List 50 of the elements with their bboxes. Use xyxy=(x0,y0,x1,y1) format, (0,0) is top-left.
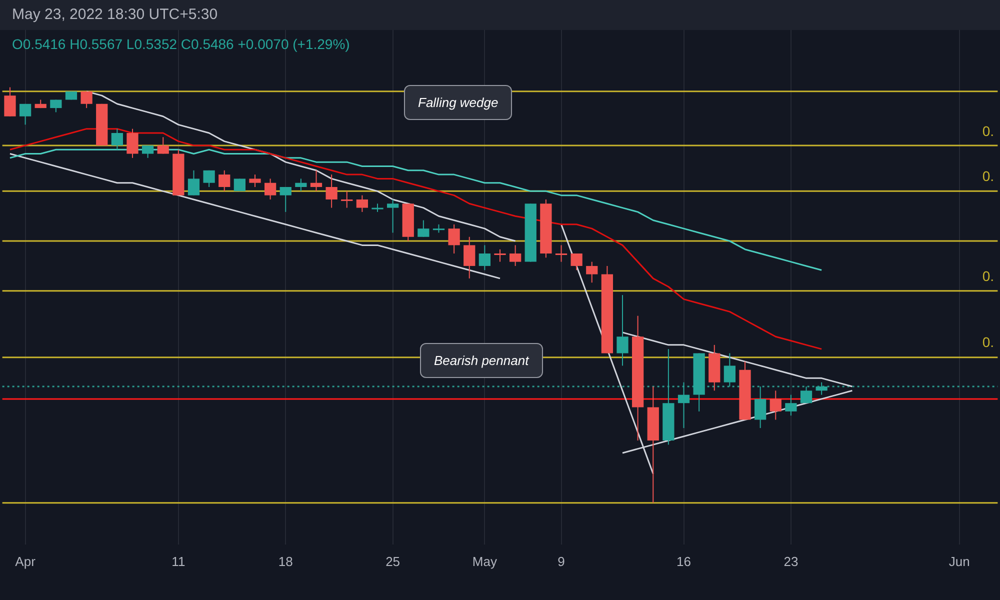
candlestick xyxy=(142,144,154,158)
x-tick-label: 11 xyxy=(172,554,186,569)
text: May 23, 2022 18:30 UTC+5:30 xyxy=(11,6,218,23)
candlestick xyxy=(616,294,628,366)
x-tick-label: May xyxy=(472,554,498,569)
candlestick xyxy=(464,236,476,279)
annotation: Falling wedge xyxy=(404,85,512,120)
candlestick xyxy=(249,174,261,188)
candlestick xyxy=(509,244,522,266)
candlestick xyxy=(234,178,246,192)
candlestick xyxy=(310,170,322,192)
candlestick xyxy=(356,194,368,212)
candlestick xyxy=(785,394,797,416)
candlestick xyxy=(126,128,138,158)
x-tick-label: 25 xyxy=(386,554,400,569)
annotation: 0. xyxy=(982,268,994,284)
candlestick xyxy=(19,103,32,126)
annotation: 0. xyxy=(982,123,994,139)
candlestick xyxy=(4,86,16,117)
candlestick xyxy=(295,178,307,192)
x-tick-label: 23 xyxy=(784,554,798,569)
x-tick-label: 18 xyxy=(278,554,293,569)
candlestick xyxy=(111,128,123,150)
candlestick xyxy=(157,136,169,154)
candlestick xyxy=(586,261,598,284)
x-tick-label: Apr xyxy=(15,554,36,569)
candlestick xyxy=(386,198,399,234)
candlestick xyxy=(555,244,568,262)
candlestick xyxy=(80,90,92,109)
candlestick xyxy=(770,390,782,420)
candlestick xyxy=(494,248,506,262)
candlestick xyxy=(478,244,491,271)
annotation: Bearish pennant xyxy=(420,343,543,378)
candlestick xyxy=(280,186,292,212)
annotation: 0. xyxy=(982,334,994,350)
candlestick xyxy=(264,178,276,200)
x-tick-label: 9 xyxy=(558,554,565,569)
candlestick xyxy=(448,224,460,254)
candlestick xyxy=(341,190,353,208)
text: O0.5416 H0.5567 L0.5352 C0.5486 +0.0070 (+1.29%) xyxy=(12,36,350,52)
candlestick xyxy=(50,99,62,113)
x-tick-label: 16 xyxy=(676,554,691,569)
candlestick xyxy=(570,253,582,271)
candlestick xyxy=(326,174,338,208)
annotation: 0. xyxy=(982,168,994,184)
candlestick xyxy=(188,170,200,196)
x-tick-label: Jun xyxy=(948,554,970,569)
candlestick xyxy=(203,170,215,188)
candlestick xyxy=(418,220,430,238)
candlestick xyxy=(218,170,230,192)
